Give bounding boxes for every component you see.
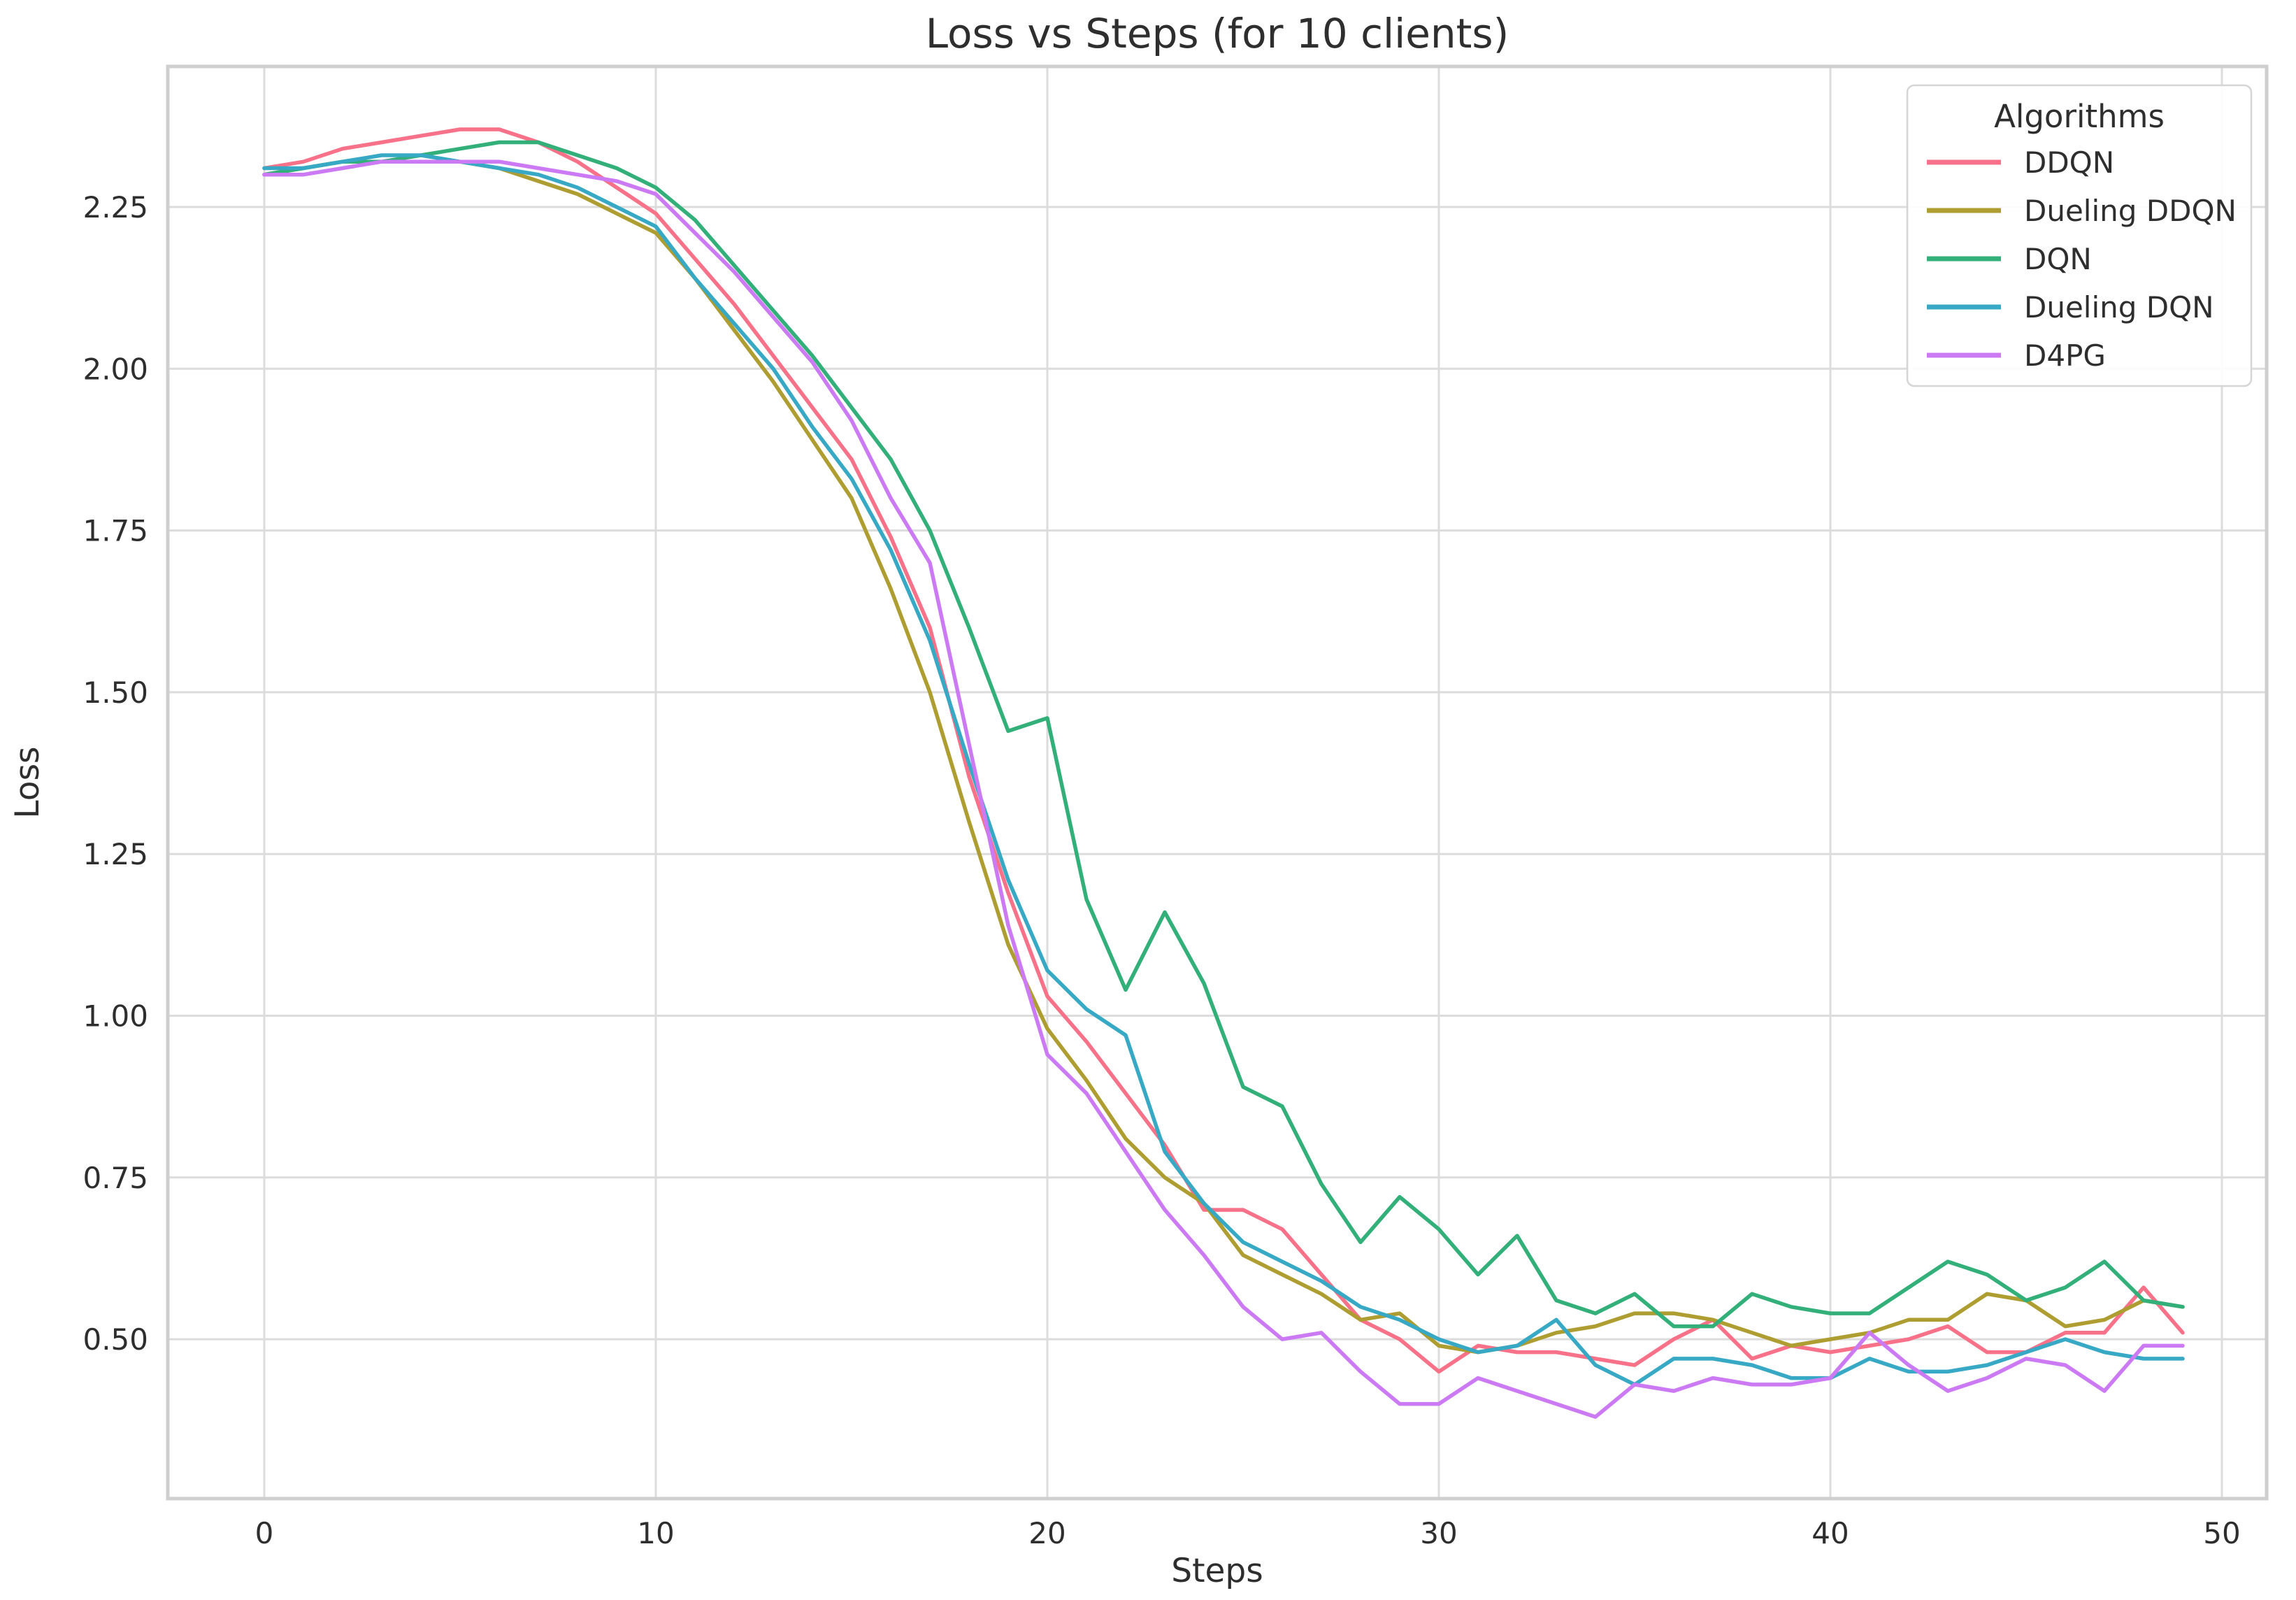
y-tick-2.00: 2.00 xyxy=(82,352,148,386)
series-line-Dueling-DDQN xyxy=(262,159,2185,1355)
x-axis-label: Steps xyxy=(1171,1552,1263,1590)
x-tick-50: 50 xyxy=(2203,1516,2240,1550)
y-tick-1.75: 1.75 xyxy=(82,514,148,548)
y-tick-1.50: 1.50 xyxy=(82,676,148,710)
x-tick-30: 30 xyxy=(1420,1516,1457,1550)
legend-item-Dueling-DQN: Dueling DQN xyxy=(1927,290,2214,324)
legend-item-Dueling-DDQN: Dueling DDQN xyxy=(1927,194,2237,228)
y-tick-0.50: 0.50 xyxy=(82,1322,148,1357)
legend-label: Dueling DDQN xyxy=(2024,194,2237,228)
x-tick-20: 20 xyxy=(1028,1516,1066,1550)
legend-title: Algorithms xyxy=(1994,98,2165,135)
y-tick-labels: 0.50 0.75 1.00 1.25 1.50 1.75 2.00 2.25 xyxy=(82,190,148,1357)
plot-frame xyxy=(166,64,2269,1501)
series-line-DQN xyxy=(262,140,2185,1329)
x-tick-40: 40 xyxy=(1811,1516,1849,1550)
x-tick-10: 10 xyxy=(637,1516,674,1550)
legend: Algorithms DDQN Dueling DDQN DQN Dueling DQN… xyxy=(1906,84,2253,387)
legend-label: DDQN xyxy=(2024,145,2114,180)
y-tick-0.75: 0.75 xyxy=(82,1161,148,1195)
legend-item-DDQN: DDQN xyxy=(1927,145,2114,180)
legend-label: DQN xyxy=(2024,242,2092,276)
y-axis-label: Loss xyxy=(8,746,47,818)
series-line-D4PG xyxy=(262,159,2185,1419)
y-tick-2.25: 2.25 xyxy=(82,190,148,224)
y-tick-1.00: 1.00 xyxy=(82,999,148,1034)
x-tick-0: 0 xyxy=(255,1516,274,1550)
y-tick-1.25: 1.25 xyxy=(82,837,148,871)
series-lines xyxy=(262,127,2185,1419)
legend-item-D4PG: D4PG xyxy=(1927,338,2106,373)
chart-title: Loss vs Steps (for 10 clients) xyxy=(926,10,1509,57)
legend-label: D4PG xyxy=(2024,338,2106,373)
series-line-DDQN xyxy=(262,127,2185,1374)
legend-item-DQN: DQN xyxy=(1927,242,2092,276)
x-tick-labels: 0 10 20 30 40 50 xyxy=(255,1516,2241,1550)
series-line-Dueling-DQN xyxy=(262,153,2185,1387)
legend-label: Dueling DQN xyxy=(2024,290,2214,324)
